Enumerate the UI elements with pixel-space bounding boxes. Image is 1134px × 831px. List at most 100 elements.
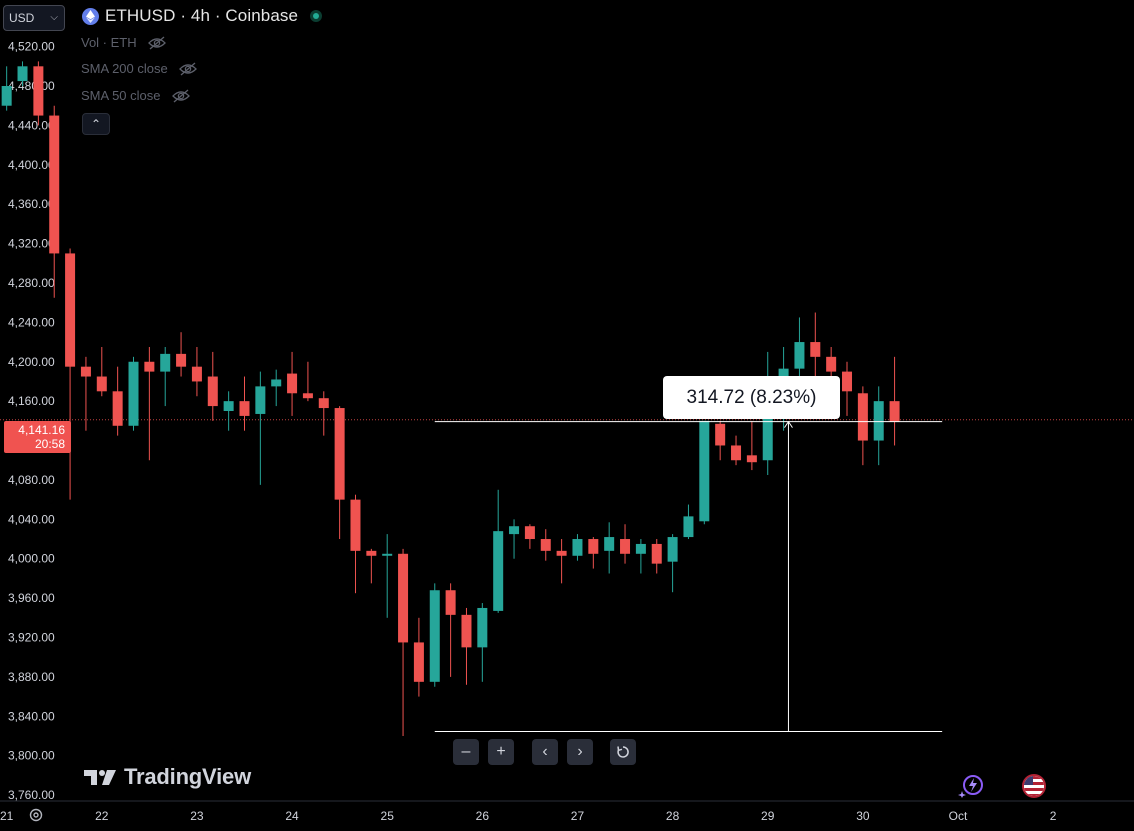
candle-body	[620, 539, 631, 554]
candle-body	[223, 401, 234, 411]
candle-body	[33, 66, 44, 116]
candle-body	[255, 386, 266, 414]
y-axis-tick-label: 4,240.00	[8, 315, 55, 329]
chevron-up-icon: ⌃	[90, 117, 102, 131]
candle-body	[318, 398, 329, 409]
candle-body	[572, 539, 583, 556]
candle-body	[604, 537, 615, 551]
candle-body	[699, 420, 710, 522]
x-axis-tick-label: 30	[856, 809, 870, 823]
eye-off-icon[interactable]	[147, 36, 167, 50]
x-axis-tick-label: 23	[190, 809, 204, 823]
x-axis-tick-label: 24	[285, 809, 299, 823]
currency-select[interactable]: USD ⌵	[3, 5, 65, 31]
candle-body	[366, 550, 377, 556]
measure-arrow-head	[784, 420, 793, 428]
y-axis-tick-label: 4,160.00	[8, 394, 55, 408]
y-axis-tick-label: 3,800.00	[8, 749, 55, 763]
candle-body	[1, 86, 12, 106]
reset-icon	[617, 746, 629, 758]
indicator-sma50[interactable]: SMA 50 close	[81, 88, 191, 103]
indicator-label: SMA 200 close	[81, 61, 168, 76]
candle-body	[287, 373, 298, 394]
y-axis-tick-label: 3,960.00	[8, 591, 55, 605]
y-axis-tick-label: 4,360.00	[8, 197, 55, 211]
indicator-sma200[interactable]: SMA 200 close	[81, 61, 198, 76]
chevron-down-icon: ⌵	[50, 12, 58, 23]
market-status-icon[interactable]	[310, 10, 323, 22]
tradingview-logo[interactable]: TradingView	[84, 764, 251, 790]
candle-body	[826, 356, 837, 372]
candle-body	[160, 353, 171, 372]
x-axis-tick-label: 28	[666, 809, 680, 823]
x-axis-tick-label: 27	[571, 809, 585, 823]
candle-body	[334, 408, 345, 500]
candle-body	[207, 376, 218, 407]
bar-countdown: 20:58	[34, 437, 65, 451]
candle-body	[683, 516, 694, 538]
eye-off-icon[interactable]	[178, 62, 198, 76]
candle-body	[80, 366, 91, 377]
currency-value: USD	[9, 11, 35, 25]
x-axis-tick-label: 2	[1050, 809, 1057, 823]
candle-body	[540, 539, 551, 551]
scroll-right-button[interactable]: ›	[567, 739, 593, 765]
candle-body	[842, 371, 853, 392]
y-axis-tick-label: 4,520.00	[8, 40, 55, 54]
candle-body	[350, 499, 361, 551]
tradingview-mark-icon	[84, 770, 116, 785]
ethereum-icon	[82, 7, 99, 25]
x-axis-tick-label: 25	[381, 809, 395, 823]
candle-body	[873, 401, 884, 441]
candle-body	[794, 342, 805, 369]
reset-chart-button[interactable]	[610, 739, 636, 765]
measure-label[interactable]: 314.72 (8.23%)	[663, 376, 840, 419]
scroll-left-button[interactable]: ‹	[532, 739, 558, 765]
indicator-label: Vol · ETH	[81, 35, 137, 50]
y-axis-tick-label: 4,040.00	[8, 512, 55, 526]
candle-body	[889, 401, 900, 422]
candle-body	[509, 526, 520, 535]
candle-body	[493, 531, 504, 611]
tradingview-logo-text: TradingView	[124, 764, 251, 789]
indicator-label: SMA 50 close	[81, 88, 161, 103]
zoom-in-button[interactable]: +	[488, 739, 514, 765]
candle-body	[588, 539, 599, 554]
collapse-legend-button[interactable]: ⌃	[82, 113, 110, 135]
last-price-tag: 4,141.16 20:58	[4, 421, 71, 453]
candle-body	[746, 455, 757, 463]
y-axis-tick-label: 4,440.00	[8, 118, 55, 132]
lightning-icon[interactable]	[958, 774, 984, 798]
zoom-out-button[interactable]: –	[453, 739, 479, 765]
us-flag-icon[interactable]	[1022, 774, 1046, 798]
candle-body	[524, 526, 535, 540]
candle-body	[762, 393, 773, 461]
candle-body	[176, 353, 187, 367]
candle-body	[144, 361, 155, 372]
indicator-vol[interactable]: Vol · ETH	[81, 35, 167, 50]
candle-body	[49, 115, 60, 254]
last-price: 4,141.16	[18, 423, 65, 437]
y-axis-tick-label: 4,080.00	[8, 473, 55, 487]
candle-body	[445, 590, 456, 615]
symbol-title[interactable]: ETHUSD · 4h · Coinbase	[105, 6, 299, 25]
candle-body	[271, 379, 282, 387]
candle-body	[239, 401, 250, 416]
candle-body	[731, 445, 742, 461]
y-axis-tick-label: 4,480.00	[8, 79, 55, 93]
candle-body	[413, 642, 424, 682]
x-axis-tick-label: 21	[0, 809, 14, 823]
candle-body	[429, 590, 440, 682]
chart-header: ETHUSD · 4h · Coinbase	[82, 6, 323, 26]
candle-body	[635, 543, 646, 554]
y-axis-tick-label: 3,880.00	[8, 670, 55, 684]
candle-body	[667, 537, 678, 562]
eye-off-icon[interactable]	[171, 89, 191, 103]
x-axis-tick-label: 29	[761, 809, 775, 823]
y-axis-tick-label: 3,920.00	[8, 631, 55, 645]
y-axis-tick-label: 4,200.00	[8, 355, 55, 369]
settings-icon[interactable]	[28, 807, 44, 823]
x-axis-tick-label: 22	[95, 809, 109, 823]
